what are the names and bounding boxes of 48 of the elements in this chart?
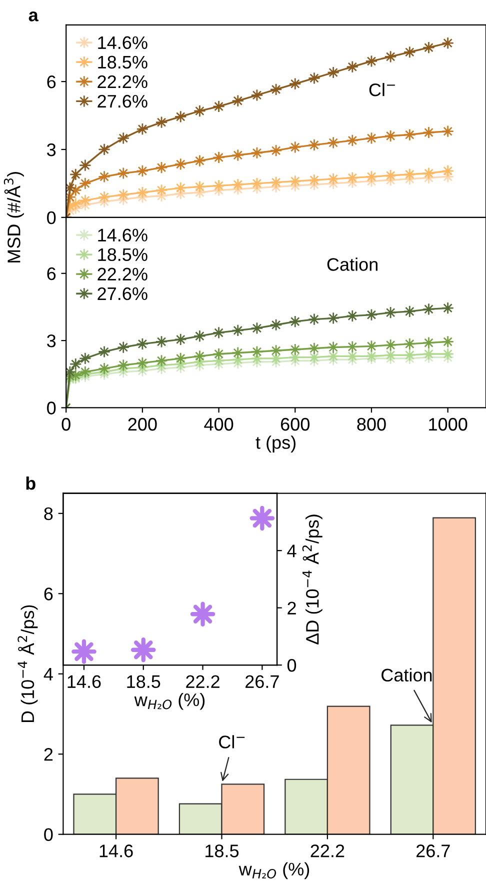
annotation: Cl$^{−}$ (219, 735, 245, 748)
x-tick-label: 14.6 (100, 844, 133, 858)
y-tick-label: 0 (44, 828, 53, 842)
legend-label: 22.2% (98, 75, 148, 88)
x-tick-label: 18.5 (127, 675, 160, 688)
x-axis-title: w$_{H₂O}$ (%) (238, 862, 310, 880)
y-tick-label: 3 (47, 334, 56, 348)
chart-title: b (26, 476, 36, 490)
x-axis-title: w$_{H₂O}$ (%) (134, 692, 205, 710)
y2-axis-title: ΔD (10$^{−4}$ Å$^{2}$/ps) (302, 514, 322, 644)
annotation: Cl$^{−}$ (369, 82, 395, 96)
legend-label: 22.2% (98, 268, 148, 281)
legend-label: 14.6% (98, 36, 148, 50)
legend-label: 18.5% (98, 248, 148, 262)
y-axis-title: D (10$^{−4}$ Å$^{2}$/ps) (18, 605, 38, 722)
legend-label: 27.6% (98, 94, 148, 108)
y-tick-label: 6 (47, 75, 56, 88)
x-tick-label: 22.2 (310, 844, 344, 858)
legend-label: 14.6% (98, 228, 148, 242)
y2-tick-label: 4 (287, 544, 296, 558)
legend-label: 27.6% (98, 287, 148, 300)
x-tick-label: 18.5 (206, 844, 239, 858)
x-tick-label: 22.2 (186, 675, 220, 688)
y-tick-label: 6 (44, 588, 53, 600)
y-tick-label: 0 (47, 211, 56, 224)
x-tick-label: 1000 (429, 418, 468, 431)
x-tick-label: 600 (280, 418, 310, 431)
chart-title: a (28, 11, 38, 22)
x-axis-title: t (ps) (256, 436, 296, 452)
x-tick-label: 14.6 (68, 675, 101, 688)
x-tick-label: 26.7 (246, 675, 279, 688)
y-tick-label: 0 (47, 402, 56, 414)
y-tick-label: 4 (44, 668, 53, 680)
x-tick-label: 400 (204, 418, 234, 431)
annotation: Cation (327, 258, 378, 271)
y-tick-label: 3 (47, 143, 56, 156)
y-tick-label: 8 (44, 507, 53, 520)
y-tick-label: 2 (44, 748, 53, 761)
x-tick-label: 800 (357, 418, 386, 431)
y2-tick-label: 2 (288, 602, 296, 614)
x-tick-label: 200 (128, 418, 157, 431)
y2-tick-label: 0 (287, 658, 296, 672)
annotation: Cation (382, 668, 432, 682)
x-tick-label: 26.7 (416, 844, 450, 858)
legend-label: 18.5% (98, 56, 148, 69)
y-tick-label: 6 (47, 267, 56, 280)
y-axis-title: MSD (#/Å$^{3}$) (4, 172, 24, 262)
x-tick-label: 0 (62, 418, 70, 431)
